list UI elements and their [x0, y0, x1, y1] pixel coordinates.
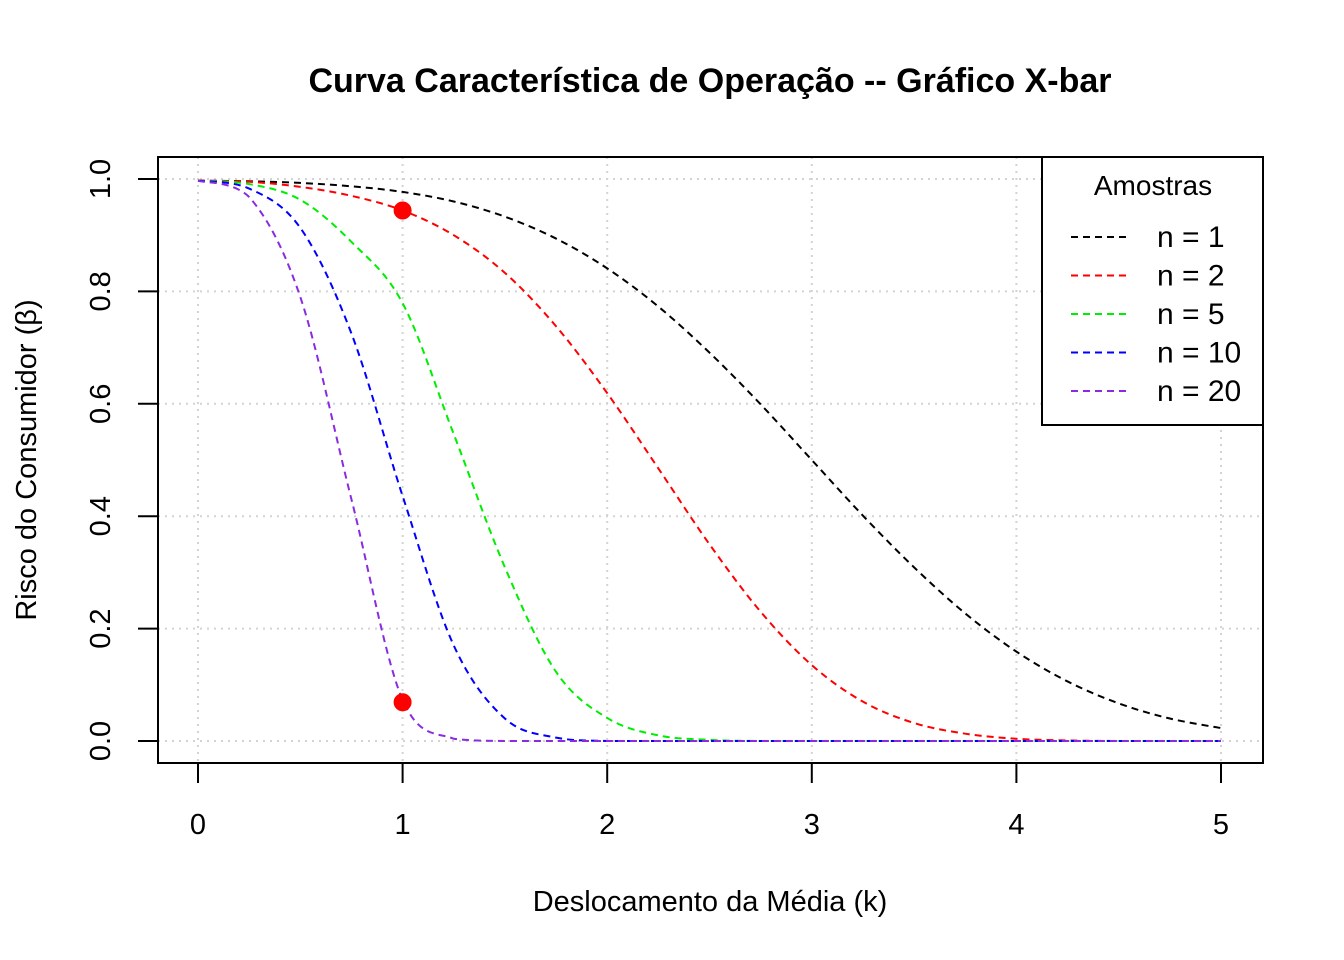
y-tick-label: 0.4 — [85, 496, 117, 536]
y-axis-label: Risco do Consumidor (β) — [11, 299, 43, 620]
x-axis-label: Deslocamento da Média (k) — [533, 886, 888, 918]
legend-box — [1041, 156, 1264, 426]
x-tick-label: 5 — [1213, 809, 1229, 841]
legend-label: n = 10 — [1157, 337, 1241, 370]
highlight-point — [393, 693, 412, 712]
y-tick-label: 1.0 — [85, 159, 117, 199]
plot-frame — [157, 156, 1264, 764]
chart-title: Curva Característica de Operação -- Gráf… — [308, 62, 1111, 100]
highlight-points — [393, 201, 412, 712]
legend-label: n = 5 — [1157, 298, 1225, 331]
x-tick-label: 3 — [804, 809, 820, 841]
y-tick-label: 0.8 — [85, 271, 117, 311]
y-tick-label: 0.6 — [85, 384, 117, 424]
legend-label: n = 2 — [1157, 260, 1225, 293]
legend-title: Amostras — [1094, 170, 1212, 201]
series-line-1 — [197, 179, 1221, 742]
grid — [158, 157, 1263, 763]
x-tick-label: 4 — [1008, 809, 1024, 841]
series-line-0 — [197, 179, 1222, 730]
legend: Amostras n = 1 n = 2 n = 5 n = 10 n = 20 — [1041, 156, 1264, 426]
series-line-4 — [197, 179, 1221, 742]
legend-label: n = 1 — [1157, 221, 1225, 254]
y-tick-label: 0.2 — [85, 608, 117, 648]
x-tick-label: 0 — [190, 809, 206, 841]
y-tick-label: 0.0 — [85, 721, 117, 761]
x-tick-label: 1 — [395, 809, 411, 841]
series-lines — [197, 179, 1222, 742]
legend-label: n = 20 — [1157, 375, 1241, 408]
highlight-point — [393, 201, 412, 220]
x-tick-label: 2 — [599, 809, 615, 841]
